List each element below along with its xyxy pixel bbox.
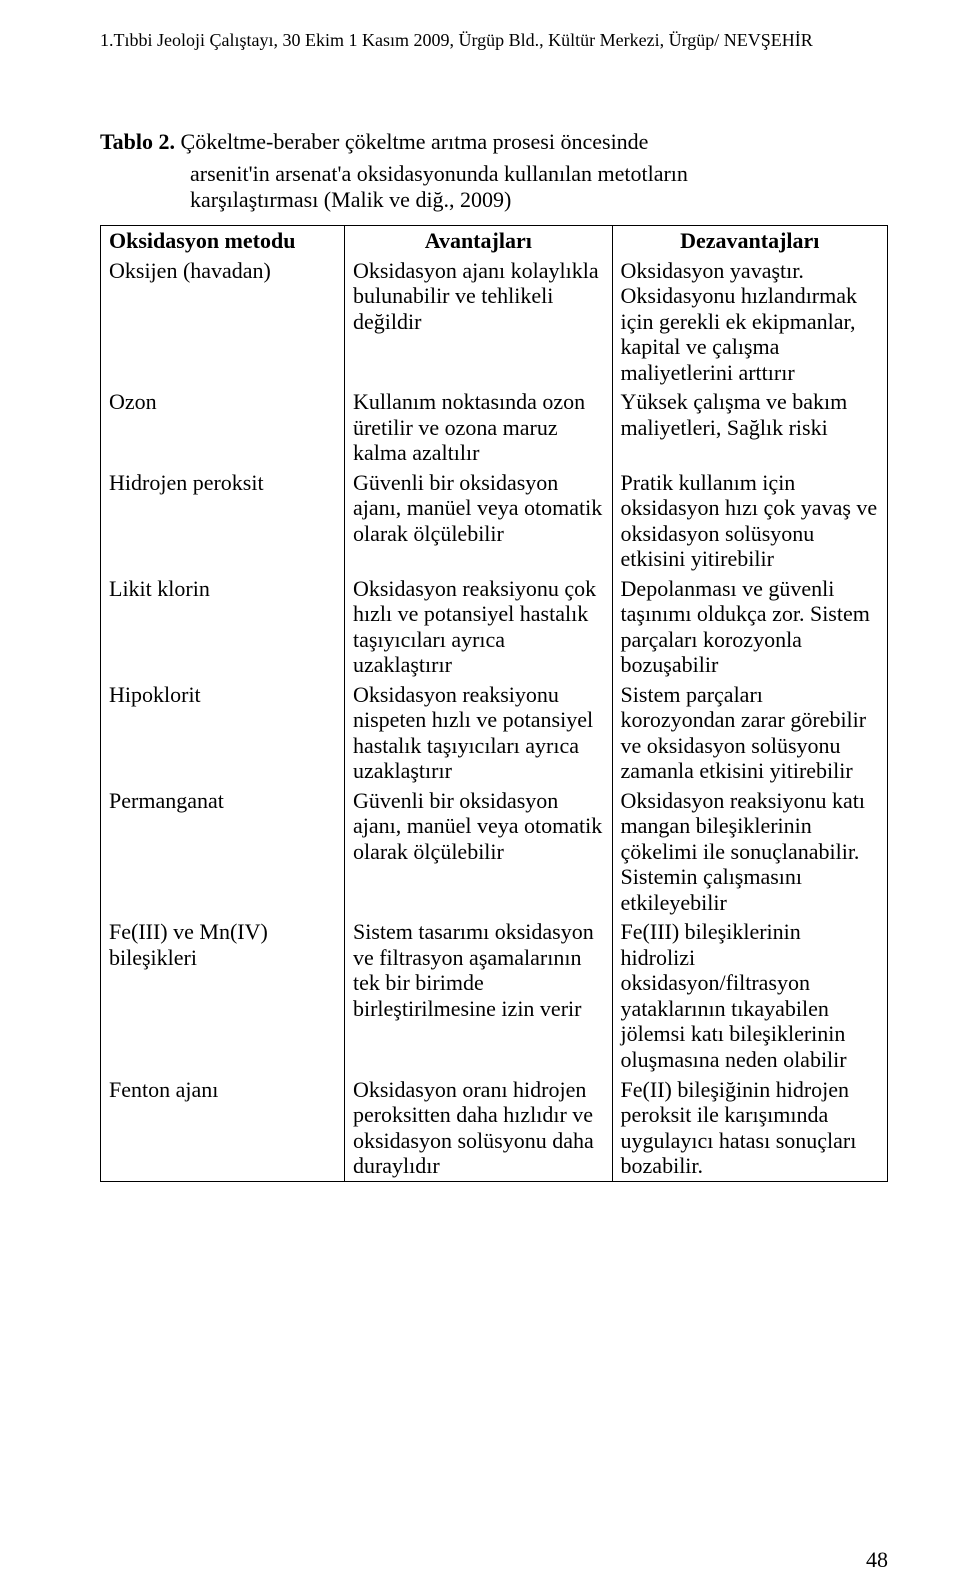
table-cell: Pratik kullanım için oksidasyon hızı çok… — [612, 468, 887, 574]
table-cell: Kullanım noktasında ozon üretilir ve ozo… — [344, 387, 612, 468]
table-header-cell: Dezavantajları — [612, 226, 887, 256]
table-cell: Likit klorin — [101, 574, 345, 680]
table-row: PermanganatGüvenli bir oksidasyon ajanı,… — [101, 786, 888, 918]
table-cell: Yüksek çalışma ve bakım maliyetleri, Sağ… — [612, 387, 887, 468]
table-cell: Fe(III) ve Mn(IV) bileşikleri — [101, 917, 345, 1074]
table-row: HipokloritOksidasyon reaksiyonu nispeten… — [101, 680, 888, 786]
table-cell: Sistem parçaları korozyondan zarar göreb… — [612, 680, 887, 786]
table-caption-line1: Tablo 2. Çökeltme-beraber çökeltme arıtm… — [100, 129, 888, 155]
caption-label: Tablo 2. — [100, 129, 175, 154]
table-cell: Güvenli bir oksidasyon ajanı, manüel vey… — [344, 468, 612, 574]
table-cell: Depolanması ve güvenli taşınımı oldukça … — [612, 574, 887, 680]
table-caption-line2: arsenit'in arsenat'a oksidasyonunda kull… — [190, 161, 888, 187]
table-row: OzonKullanım noktasında ozon üretilir ve… — [101, 387, 888, 468]
table-caption-line3: karşılaştırması (Malik ve diğ., 2009) — [190, 187, 888, 213]
table-cell: Oksidasyon yavaştır. Oksidasyonu hızland… — [612, 256, 887, 388]
page-number: 48 — [866, 1547, 888, 1573]
table-cell: Oksidasyon reaksiyonu çok hızlı ve potan… — [344, 574, 612, 680]
table-cell: Oksidasyon oranı hidrojen peroksitten da… — [344, 1075, 612, 1182]
table-cell: Güvenli bir oksidasyon ajanı, manüel vey… — [344, 786, 612, 918]
table-cell: Oksidasyon ajanı kolaylıkla bulunabilir … — [344, 256, 612, 388]
table-cell: Fe(II) bileşiğinin hidrojen peroksit ile… — [612, 1075, 887, 1182]
document-page: 1.Tıbbi Jeoloji Çalıştayı, 30 Ekim 1 Kas… — [0, 0, 960, 1591]
table-header-row: Oksidasyon metoduAvantajlarıDezavantajla… — [101, 226, 888, 256]
table-cell: Ozon — [101, 387, 345, 468]
table-cell: Hipoklorit — [101, 680, 345, 786]
table-cell: Oksidasyon reaksiyonu katı mangan bileşi… — [612, 786, 887, 918]
table-cell: Hidrojen peroksit — [101, 468, 345, 574]
table-cell: Sistem tasarımı oksidasyon ve filtrasyon… — [344, 917, 612, 1074]
table-row: Hidrojen peroksitGüvenli bir oksidasyon … — [101, 468, 888, 574]
table-cell: Permanganat — [101, 786, 345, 918]
table-row: Oksijen (havadan)Oksidasyon ajanı kolayl… — [101, 256, 888, 388]
table-row: Fe(III) ve Mn(IV) bileşikleriSistem tasa… — [101, 917, 888, 1074]
table-row: Likit klorinOksidasyon reaksiyonu çok hı… — [101, 574, 888, 680]
table-header-cell: Oksidasyon metodu — [101, 226, 345, 256]
table-cell: Fe(III) bileşiklerinin hidrolizi oksidas… — [612, 917, 887, 1074]
caption-text-1: Çökeltme-beraber çökeltme arıtma prosesi… — [175, 129, 648, 154]
table-cell: Oksijen (havadan) — [101, 256, 345, 388]
page-header: 1.Tıbbi Jeoloji Çalıştayı, 30 Ekim 1 Kas… — [100, 30, 888, 51]
table-row: Fenton ajanıOksidasyon oranı hidrojen pe… — [101, 1075, 888, 1182]
comparison-table: Oksidasyon metoduAvantajlarıDezavantajla… — [100, 225, 888, 1182]
table-cell: Fenton ajanı — [101, 1075, 345, 1182]
table-header-cell: Avantajları — [344, 226, 612, 256]
table-cell: Oksidasyon reaksiyonu nispeten hızlı ve … — [344, 680, 612, 786]
